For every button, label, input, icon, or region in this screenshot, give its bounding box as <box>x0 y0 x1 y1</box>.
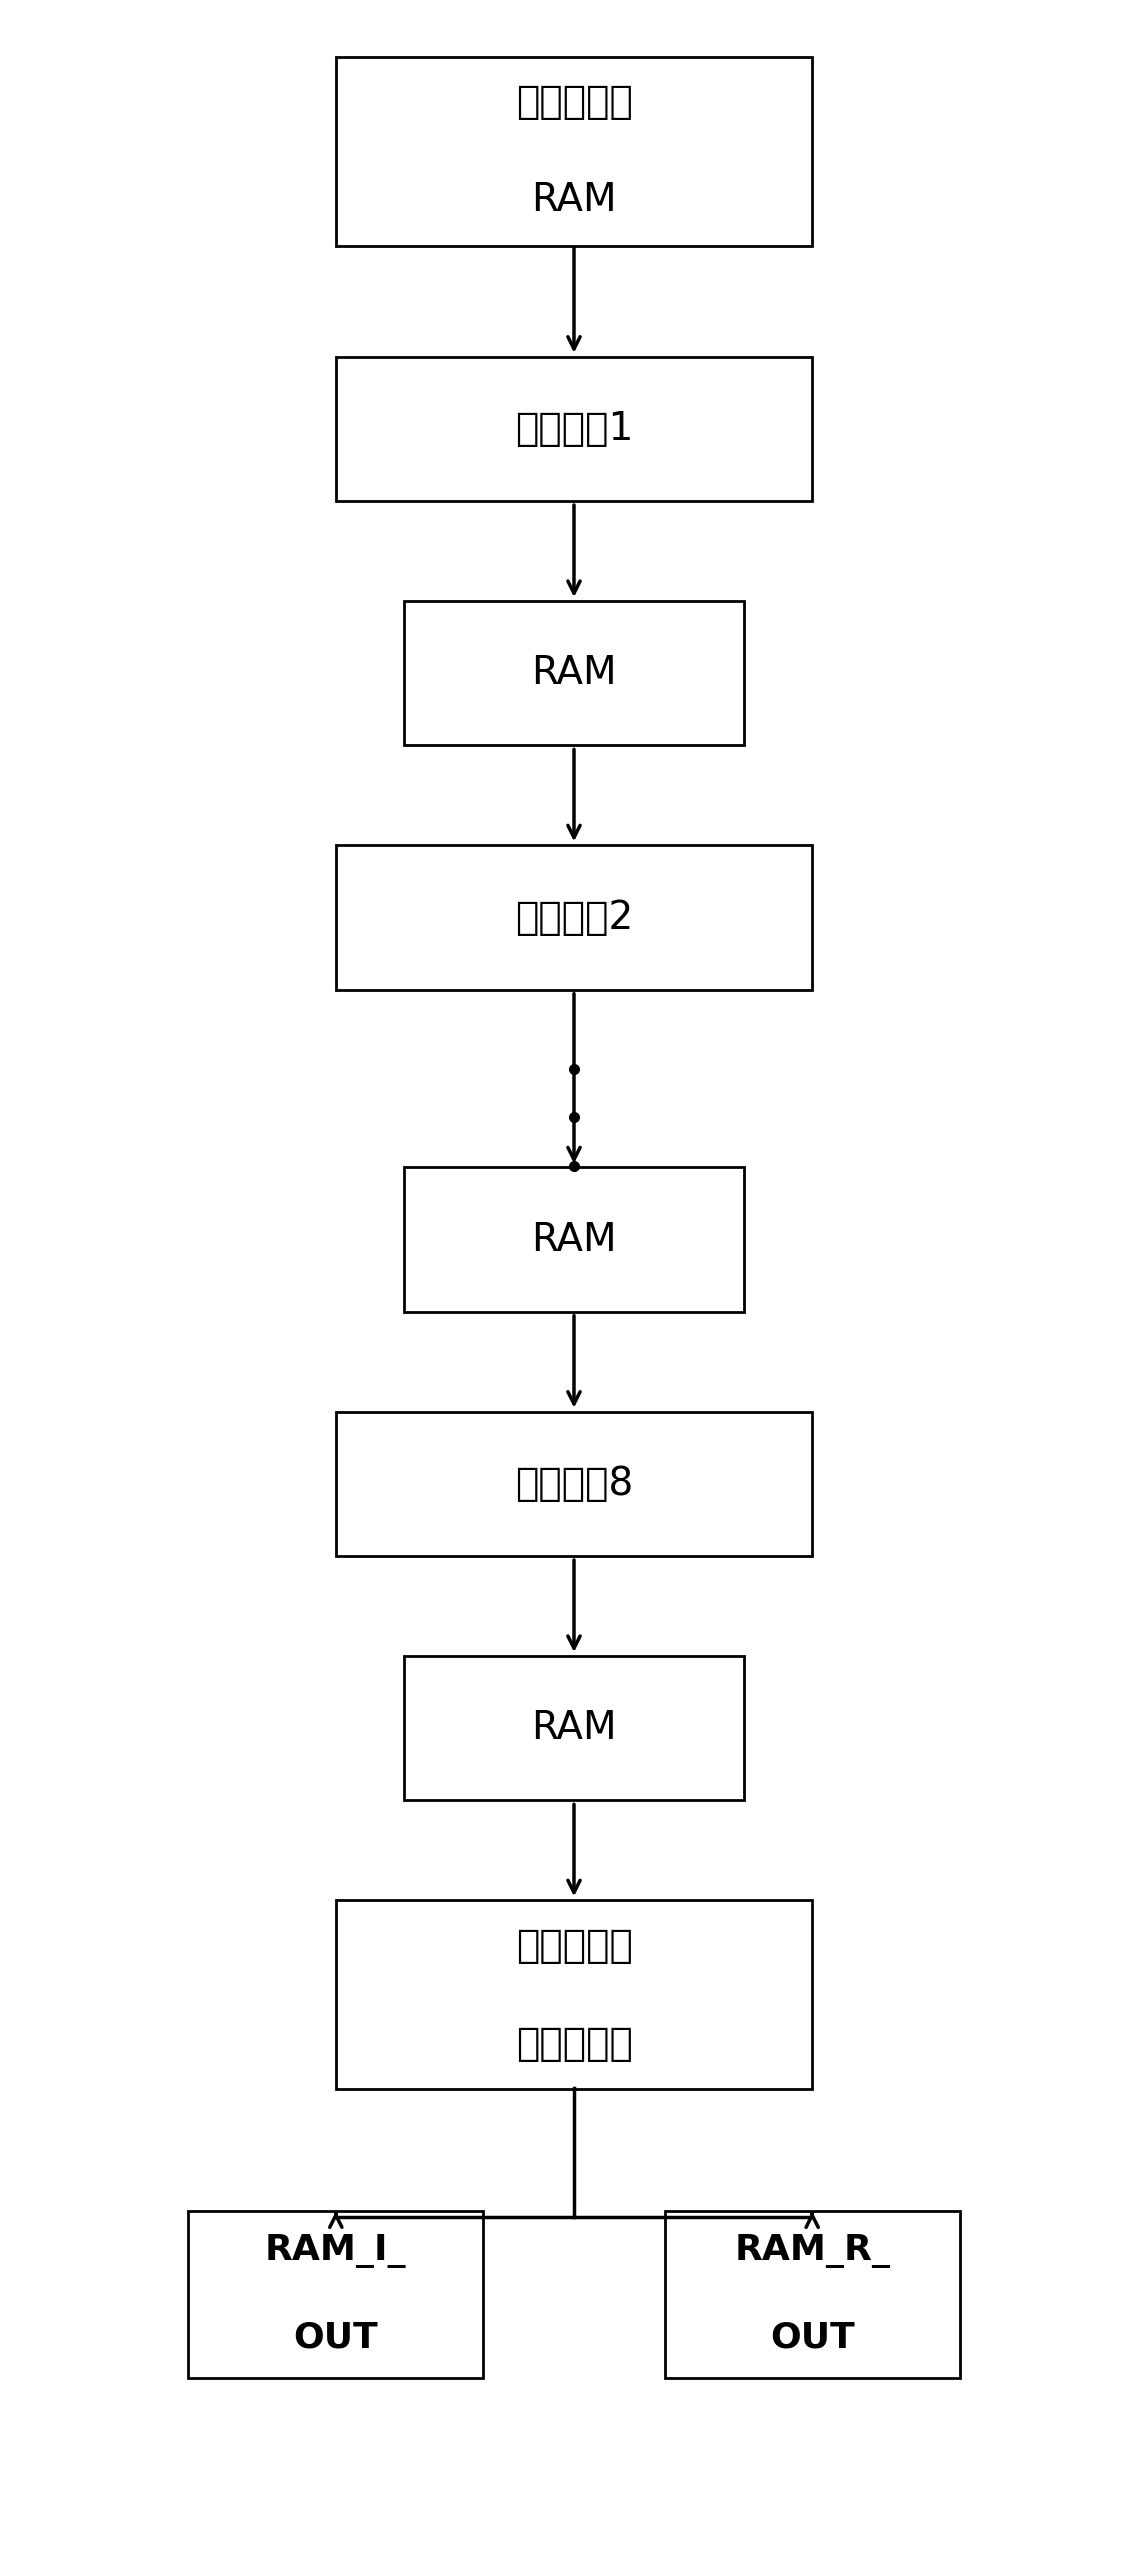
Bar <box>336 845 812 989</box>
Bar <box>336 56 812 247</box>
Bar <box>404 601 744 745</box>
Text: 控制模块2: 控制模块2 <box>514 899 634 937</box>
Text: 下三角矩阵: 下三角矩阵 <box>515 1926 633 1965</box>
Text: RAM: RAM <box>532 1710 616 1746</box>
Text: 控制模块1: 控制模块1 <box>514 411 634 447</box>
Text: 转实、虚部: 转实、虚部 <box>515 2024 633 2062</box>
Bar <box>188 2211 483 2378</box>
Text: RAM: RAM <box>532 1220 616 1258</box>
Text: RAM_I_: RAM_I_ <box>265 2234 406 2268</box>
Text: RAM: RAM <box>532 655 616 693</box>
Bar <box>404 1168 744 1312</box>
Bar <box>665 2211 960 2378</box>
Text: RAM_R_: RAM_R_ <box>735 2234 890 2268</box>
Bar <box>336 1900 812 2090</box>
Text: 下三角矩阵: 下三角矩阵 <box>515 82 633 121</box>
Bar <box>336 357 812 501</box>
Text: OUT: OUT <box>770 2321 854 2355</box>
Text: RAM: RAM <box>532 182 616 218</box>
Text: 控制模块8: 控制模块8 <box>514 1464 634 1502</box>
Text: OUT: OUT <box>294 2321 378 2355</box>
Bar <box>336 1412 812 1556</box>
Bar <box>404 1656 744 1800</box>
